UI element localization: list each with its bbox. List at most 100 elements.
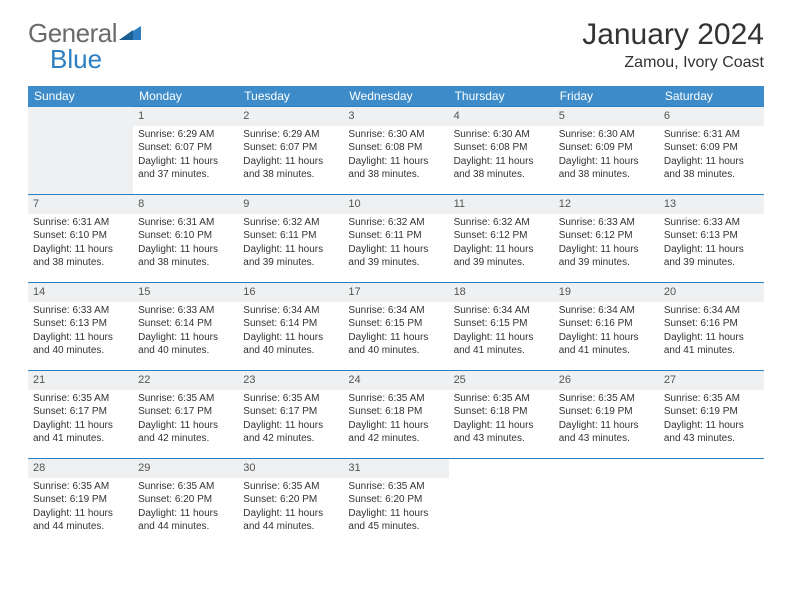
day-number: 26 [554,371,659,390]
sunrise-line: Sunrise: 6:33 AM [33,304,128,318]
calendar-day-cell: 5Sunrise: 6:30 AMSunset: 6:09 PMDaylight… [554,107,659,195]
sunset-line: Sunset: 6:07 PM [138,141,233,155]
sunrise-line: Sunrise: 6:30 AM [454,128,549,142]
calendar-day-cell: 10Sunrise: 6:32 AMSunset: 6:11 PMDayligh… [343,195,448,283]
sunset-line: Sunset: 6:12 PM [454,229,549,243]
day-number: 5 [554,107,659,126]
sunrise-line: Sunrise: 6:31 AM [664,128,759,142]
calendar-week-row: 28Sunrise: 6:35 AMSunset: 6:19 PMDayligh… [28,459,764,547]
daylight-line: Daylight: 11 hours and 39 minutes. [348,243,443,270]
brand-line2: Blue [50,44,102,75]
calendar-day-cell [659,459,764,547]
calendar-day-cell: 3Sunrise: 6:30 AMSunset: 6:08 PMDaylight… [343,107,448,195]
daylight-line: Daylight: 11 hours and 38 minutes. [33,243,128,270]
sunset-line: Sunset: 6:09 PM [664,141,759,155]
sunrise-line: Sunrise: 6:32 AM [348,216,443,230]
calendar-day-cell: 20Sunrise: 6:34 AMSunset: 6:16 PMDayligh… [659,283,764,371]
sunset-line: Sunset: 6:11 PM [243,229,338,243]
sunset-line: Sunset: 6:20 PM [243,493,338,507]
sunrise-line: Sunrise: 6:35 AM [348,480,443,494]
sunset-line: Sunset: 6:18 PM [454,405,549,419]
sunset-line: Sunset: 6:16 PM [664,317,759,331]
calendar-body: 1Sunrise: 6:29 AMSunset: 6:07 PMDaylight… [28,107,764,547]
day-details: Sunrise: 6:34 AMSunset: 6:16 PMDaylight:… [554,302,659,360]
day-details: Sunrise: 6:29 AMSunset: 6:07 PMDaylight:… [238,126,343,184]
day-details: Sunrise: 6:33 AMSunset: 6:12 PMDaylight:… [554,214,659,272]
sunset-line: Sunset: 6:14 PM [243,317,338,331]
weekday-header: Thursday [449,86,554,107]
day-details: Sunrise: 6:31 AMSunset: 6:10 PMDaylight:… [133,214,238,272]
daylight-line: Daylight: 11 hours and 43 minutes. [454,419,549,446]
daylight-line: Daylight: 11 hours and 44 minutes. [33,507,128,534]
day-details: Sunrise: 6:31 AMSunset: 6:10 PMDaylight:… [28,214,133,272]
day-details: Sunrise: 6:34 AMSunset: 6:15 PMDaylight:… [343,302,448,360]
day-details: Sunrise: 6:35 AMSunset: 6:17 PMDaylight:… [28,390,133,448]
daylight-line: Daylight: 11 hours and 41 minutes. [559,331,654,358]
sunrise-line: Sunrise: 6:35 AM [454,392,549,406]
triangle-icon [119,18,141,49]
sunrise-line: Sunrise: 6:34 AM [243,304,338,318]
sunrise-line: Sunrise: 6:34 AM [454,304,549,318]
sunset-line: Sunset: 6:17 PM [138,405,233,419]
month-title: January 2024 [582,18,764,52]
daylight-line: Daylight: 11 hours and 42 minutes. [138,419,233,446]
sunrise-line: Sunrise: 6:33 AM [664,216,759,230]
day-details: Sunrise: 6:35 AMSunset: 6:19 PMDaylight:… [659,390,764,448]
daylight-line: Daylight: 11 hours and 37 minutes. [138,155,233,182]
daylight-line: Daylight: 11 hours and 40 minutes. [243,331,338,358]
day-details: Sunrise: 6:33 AMSunset: 6:13 PMDaylight:… [659,214,764,272]
calendar-day-cell [554,459,659,547]
day-details: Sunrise: 6:35 AMSunset: 6:18 PMDaylight:… [343,390,448,448]
daylight-line: Daylight: 11 hours and 42 minutes. [348,419,443,446]
sunset-line: Sunset: 6:20 PM [348,493,443,507]
day-number: 20 [659,283,764,302]
calendar-day-cell [28,107,133,195]
calendar-day-cell: 24Sunrise: 6:35 AMSunset: 6:18 PMDayligh… [343,371,448,459]
day-number: 3 [343,107,448,126]
calendar-day-cell: 7Sunrise: 6:31 AMSunset: 6:10 PMDaylight… [28,195,133,283]
daylight-line: Daylight: 11 hours and 39 minutes. [664,243,759,270]
calendar-day-cell: 6Sunrise: 6:31 AMSunset: 6:09 PMDaylight… [659,107,764,195]
day-number: 25 [449,371,554,390]
sunrise-line: Sunrise: 6:32 AM [454,216,549,230]
daylight-line: Daylight: 11 hours and 40 minutes. [348,331,443,358]
day-number: 2 [238,107,343,126]
sunset-line: Sunset: 6:08 PM [348,141,443,155]
sunset-line: Sunset: 6:15 PM [348,317,443,331]
page-header: General January 2024 Zamou, Ivory Coast [28,18,764,72]
sunset-line: Sunset: 6:12 PM [559,229,654,243]
day-details: Sunrise: 6:35 AMSunset: 6:19 PMDaylight:… [554,390,659,448]
day-details: Sunrise: 6:34 AMSunset: 6:14 PMDaylight:… [238,302,343,360]
daylight-line: Daylight: 11 hours and 38 minutes. [664,155,759,182]
sunset-line: Sunset: 6:17 PM [33,405,128,419]
day-details: Sunrise: 6:32 AMSunset: 6:11 PMDaylight:… [238,214,343,272]
sunset-line: Sunset: 6:07 PM [243,141,338,155]
sunset-line: Sunset: 6:11 PM [348,229,443,243]
sunrise-line: Sunrise: 6:33 AM [138,304,233,318]
calendar-day-cell: 29Sunrise: 6:35 AMSunset: 6:20 PMDayligh… [133,459,238,547]
day-number: 30 [238,459,343,478]
day-number: 12 [554,195,659,214]
day-number: 21 [28,371,133,390]
sunset-line: Sunset: 6:13 PM [664,229,759,243]
calendar-day-cell: 21Sunrise: 6:35 AMSunset: 6:17 PMDayligh… [28,371,133,459]
day-details: Sunrise: 6:29 AMSunset: 6:07 PMDaylight:… [133,126,238,184]
calendar-day-cell: 28Sunrise: 6:35 AMSunset: 6:19 PMDayligh… [28,459,133,547]
day-details: Sunrise: 6:35 AMSunset: 6:19 PMDaylight:… [28,478,133,536]
calendar-day-cell: 23Sunrise: 6:35 AMSunset: 6:17 PMDayligh… [238,371,343,459]
daylight-line: Daylight: 11 hours and 38 minutes. [348,155,443,182]
sunrise-line: Sunrise: 6:30 AM [559,128,654,142]
sunset-line: Sunset: 6:18 PM [348,405,443,419]
title-block: January 2024 Zamou, Ivory Coast [582,18,764,72]
sunrise-line: Sunrise: 6:29 AM [138,128,233,142]
daylight-line: Daylight: 11 hours and 43 minutes. [664,419,759,446]
daylight-line: Daylight: 11 hours and 39 minutes. [559,243,654,270]
day-details: Sunrise: 6:35 AMSunset: 6:20 PMDaylight:… [133,478,238,536]
day-details: Sunrise: 6:34 AMSunset: 6:15 PMDaylight:… [449,302,554,360]
weekday-header: Wednesday [343,86,448,107]
calendar-day-cell: 31Sunrise: 6:35 AMSunset: 6:20 PMDayligh… [343,459,448,547]
day-number: 1 [133,107,238,126]
daylight-line: Daylight: 11 hours and 38 minutes. [243,155,338,182]
day-details: Sunrise: 6:32 AMSunset: 6:11 PMDaylight:… [343,214,448,272]
day-details: Sunrise: 6:34 AMSunset: 6:16 PMDaylight:… [659,302,764,360]
